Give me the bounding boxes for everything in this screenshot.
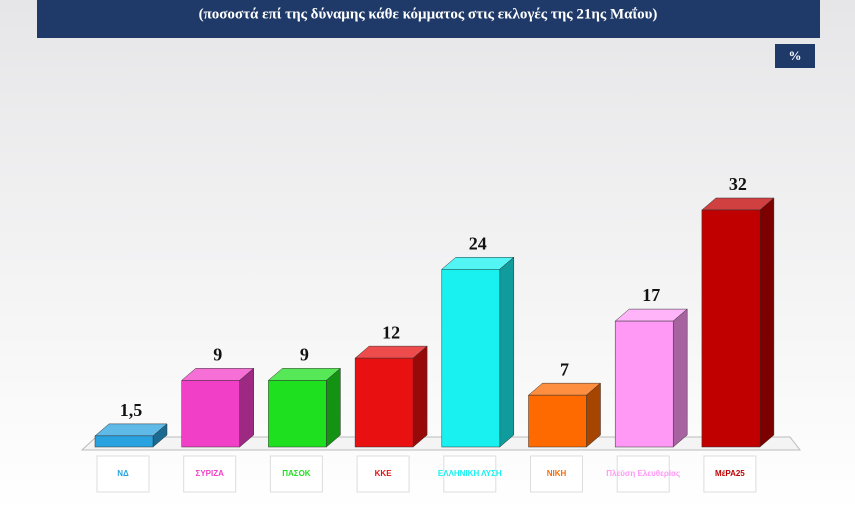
- x-tick-label: ΜέΡΑ25: [715, 469, 745, 478]
- chart-subtitle: (ποσοστά επί της δύναμης κάθε κόμματος σ…: [199, 6, 658, 22]
- bar: [94, 435, 154, 448]
- bar-side: [672, 308, 688, 448]
- bar-side: [499, 256, 515, 448]
- logo-box: [530, 455, 583, 493]
- data-label: 17: [642, 285, 660, 305]
- bar: [268, 380, 327, 448]
- logo-box: [443, 455, 497, 493]
- logo-box: [356, 455, 410, 493]
- data-label: 1,5: [120, 400, 143, 420]
- x-tick-label: ΣΥΡΙΖΑ: [196, 469, 225, 478]
- logo-box: [269, 455, 323, 493]
- header-bar: [37, 0, 820, 38]
- logo-box: [703, 455, 757, 493]
- data-label: 12: [382, 322, 400, 342]
- bar: [614, 320, 674, 448]
- bar: [441, 269, 501, 448]
- data-label: 32: [729, 174, 747, 194]
- logo-box: [616, 455, 670, 493]
- bar: [701, 209, 761, 448]
- x-tick-label: Πλεύση Ελευθερίας: [606, 469, 680, 478]
- unit-box: [775, 44, 815, 68]
- logo-box: [183, 455, 237, 493]
- x-tick-label: ΝΔ: [117, 469, 129, 478]
- bar-side: [759, 197, 775, 448]
- data-label: 9: [300, 344, 309, 364]
- data-label: 9: [213, 344, 222, 364]
- bar-side: [412, 345, 428, 448]
- bar-side: [239, 367, 254, 448]
- bar: [528, 394, 587, 448]
- x-tick-label: ΝΙΚΗ: [547, 469, 567, 478]
- bar: [354, 357, 414, 448]
- data-label: 7: [560, 359, 569, 379]
- bar: [181, 380, 240, 448]
- data-label: 24: [469, 233, 487, 253]
- unit-label: %: [789, 48, 802, 63]
- x-tick-label: ΚΚΕ: [375, 469, 393, 478]
- x-tick-label: ΠΑΣΟΚ: [282, 469, 311, 478]
- bar-side: [326, 367, 341, 448]
- x-tick-label: ΕΛΛΗΝΙΚΗ ΛΥΣΗ: [438, 469, 502, 478]
- logo-box: [96, 455, 150, 493]
